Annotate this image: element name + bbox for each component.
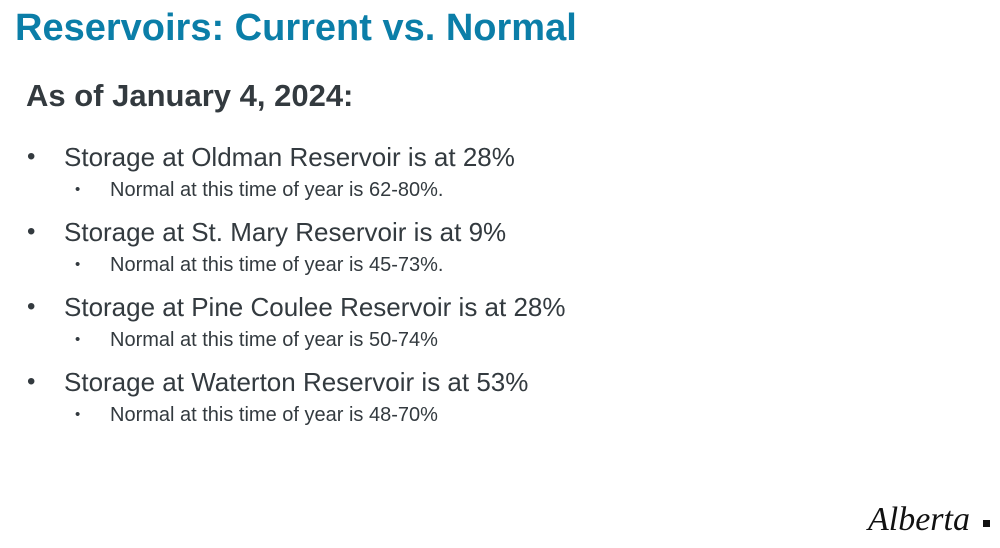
slide-title: Reservoirs: Current vs. Normal bbox=[15, 7, 577, 49]
bullet-list: • Storage at Oldman Reservoir is at 28% … bbox=[0, 140, 1000, 440]
sub-bullet-icon: • bbox=[75, 181, 81, 198]
bullet-text: Storage at Pine Coulee Reservoir is at 2… bbox=[64, 292, 566, 322]
bullet-item-waterton: • Storage at Waterton Reservoir is at 53… bbox=[0, 365, 1000, 402]
bullet-text: Storage at St. Mary Reservoir is at 9% bbox=[64, 217, 507, 247]
sub-bullet-icon: • bbox=[75, 331, 81, 348]
sub-bullet-icon: • bbox=[75, 256, 81, 273]
bullet-icon: • bbox=[27, 143, 36, 170]
bullet-item-st-mary: • Storage at St. Mary Reservoir is at 9% bbox=[0, 215, 1000, 252]
sub-bullet-text: Normal at this time of year is 62-80%. bbox=[110, 179, 444, 201]
sub-bullet-item-pine-coulee: • Normal at this time of year is 50-74% bbox=[0, 327, 1000, 365]
bullet-item-pine-coulee: • Storage at Pine Coulee Reservoir is at… bbox=[0, 290, 1000, 327]
bullet-icon: • bbox=[27, 218, 36, 245]
sub-bullet-text: Normal at this time of year is 48-70% bbox=[110, 404, 438, 426]
sub-bullet-item-st-mary: • Normal at this time of year is 45-73%. bbox=[0, 252, 1000, 290]
bullet-icon: • bbox=[27, 368, 36, 395]
bullet-text: Storage at Waterton Reservoir is at 53% bbox=[64, 367, 529, 397]
bullet-text: Storage at Oldman Reservoir is at 28% bbox=[64, 142, 515, 172]
sub-bullet-text: Normal at this time of year is 50-74% bbox=[110, 329, 438, 351]
sub-bullet-item-oldman: • Normal at this time of year is 62-80%. bbox=[0, 177, 1000, 215]
slide-subtitle: As of January 4, 2024: bbox=[26, 78, 354, 113]
alberta-logo: Alberta bbox=[866, 501, 990, 538]
sub-bullet-icon: • bbox=[75, 406, 81, 423]
svg-text:Alberta: Alberta bbox=[866, 501, 970, 538]
bullet-icon: • bbox=[27, 293, 36, 320]
bullet-item-oldman: • Storage at Oldman Reservoir is at 28% bbox=[0, 140, 1000, 177]
sub-bullet-item-waterton: • Normal at this time of year is 48-70% bbox=[0, 402, 1000, 440]
sub-bullet-text: Normal at this time of year is 45-73%. bbox=[110, 254, 444, 276]
